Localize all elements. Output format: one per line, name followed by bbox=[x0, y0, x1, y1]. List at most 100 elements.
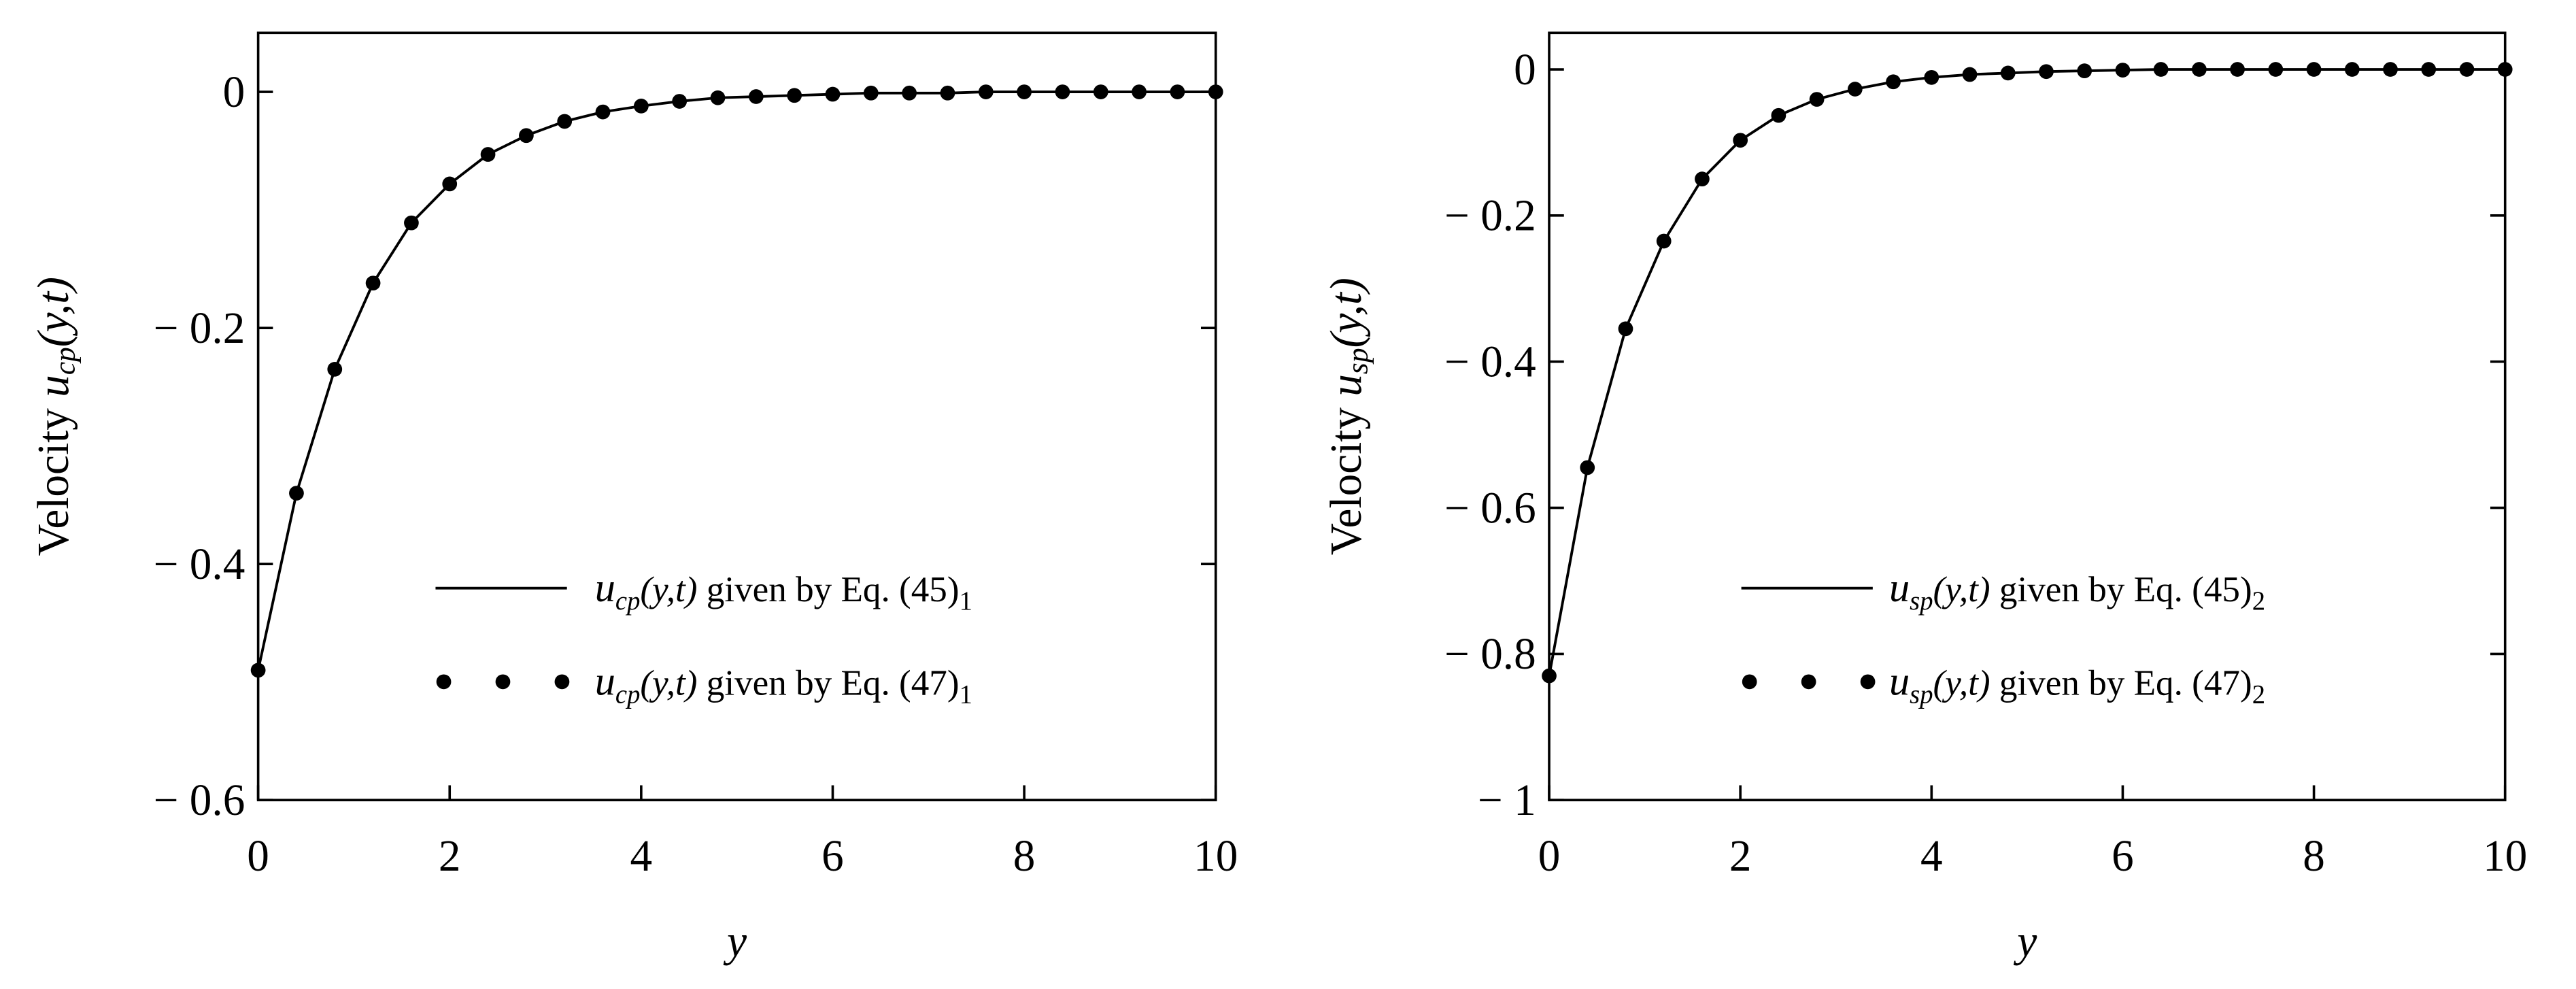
series-dot bbox=[2115, 63, 2131, 78]
legend-eq-sub: 2 bbox=[2252, 587, 2265, 616]
series-dot bbox=[250, 663, 266, 678]
series-dot bbox=[1208, 84, 1223, 99]
y-tick-label: − 0.2 bbox=[154, 304, 245, 353]
legend-sub: cp bbox=[615, 587, 640, 616]
legend-dot bbox=[1860, 674, 1876, 690]
legend-func: u bbox=[595, 659, 615, 705]
legend-args: (y,t) bbox=[1933, 664, 1990, 703]
y-label-args: (y,t) bbox=[1322, 278, 1371, 348]
x-tick-label: 6 bbox=[2112, 832, 2134, 881]
y-tick-label: − 0.2 bbox=[1444, 192, 1536, 241]
x-axis-label: y bbox=[2013, 918, 2037, 967]
series-dot bbox=[710, 90, 726, 105]
legend-args: (y,t) bbox=[640, 664, 697, 703]
y-label-text: Velocity bbox=[29, 408, 78, 556]
series-dot bbox=[1132, 84, 1147, 99]
series-dot bbox=[519, 128, 534, 144]
series-dot bbox=[2077, 63, 2092, 79]
x-tick-label: 8 bbox=[1013, 832, 1036, 881]
x-tick-label: 0 bbox=[1538, 832, 1561, 881]
x-axis-label: y bbox=[723, 918, 747, 967]
legend-dot bbox=[554, 674, 570, 690]
y-label-text: Velocity bbox=[1322, 407, 1371, 556]
y-tick-label: − 0.4 bbox=[1444, 337, 1536, 386]
y-tick-label: − 0.4 bbox=[154, 540, 245, 589]
series-dot bbox=[2268, 62, 2284, 77]
legend-dot bbox=[1801, 674, 1816, 690]
x-tick-label: 2 bbox=[439, 832, 461, 881]
series-dot bbox=[2459, 62, 2475, 77]
x-tick-label: 10 bbox=[1193, 832, 1238, 881]
legend-eq-sub: 2 bbox=[2252, 681, 2265, 709]
y-label-func: u bbox=[29, 375, 78, 397]
series-dot bbox=[557, 114, 573, 129]
plot-frame bbox=[1548, 31, 2507, 802]
legend-sub: sp bbox=[1910, 587, 1933, 616]
legend-entry: ucp(y,t) given by Eq. (45)1 bbox=[595, 565, 972, 616]
series-dot bbox=[2421, 62, 2437, 77]
legend-eq-sub: 1 bbox=[960, 681, 972, 709]
legend-eq-sub: 1 bbox=[960, 587, 972, 616]
legend-text: given by Eq. (45) bbox=[1990, 570, 2252, 609]
series-dot bbox=[327, 361, 343, 377]
series-dot bbox=[2192, 62, 2207, 77]
series-dot bbox=[1093, 84, 1108, 99]
series-dot bbox=[2306, 62, 2322, 77]
x-tick-label: 4 bbox=[1920, 832, 1943, 881]
series-dot bbox=[1924, 69, 1939, 85]
legend-text: given by Eq. (47) bbox=[697, 664, 959, 703]
series-dot bbox=[672, 94, 688, 109]
series-dot bbox=[940, 85, 955, 101]
series-dot bbox=[1886, 74, 1901, 90]
y-axis-label: Velocity usp(y,t) bbox=[1322, 278, 1374, 555]
legend-entry: usp(y,t) given by Eq. (45)2 bbox=[1889, 565, 2265, 616]
series-dot bbox=[2230, 62, 2245, 77]
series-dot bbox=[2039, 64, 2054, 80]
y-tick-label: − 0.6 bbox=[154, 776, 245, 825]
plot-frame bbox=[256, 31, 1217, 802]
series-dot bbox=[2497, 62, 2513, 77]
y-tick-label: − 1 bbox=[1478, 776, 1536, 825]
y-tick-label: 0 bbox=[1514, 46, 1536, 95]
legend-text: given by Eq. (45) bbox=[697, 570, 959, 609]
series-dot bbox=[978, 84, 994, 99]
legend-dot bbox=[436, 674, 452, 690]
legend-func: u bbox=[1889, 659, 1910, 705]
x-tick-label: 6 bbox=[821, 832, 844, 881]
y-label-sub: cp bbox=[48, 347, 81, 375]
series-dot bbox=[1733, 133, 1748, 148]
y-label-sub: sp bbox=[1341, 348, 1374, 374]
x-tick-label: 10 bbox=[2483, 832, 2527, 881]
series-dot bbox=[2383, 62, 2398, 77]
series-dot bbox=[2153, 62, 2169, 77]
series-dot bbox=[825, 86, 841, 102]
legend-dot bbox=[495, 674, 511, 690]
series-dot bbox=[404, 215, 419, 231]
x-tick-label: 0 bbox=[247, 832, 269, 881]
legend-text: given by Eq. (47) bbox=[1990, 664, 2252, 703]
legend-args: (y,t) bbox=[1933, 570, 1990, 609]
series-dot bbox=[2344, 62, 2360, 77]
series-dot bbox=[2000, 65, 2016, 81]
series-dot bbox=[1542, 668, 1557, 684]
series-dot bbox=[902, 85, 917, 101]
y-tick-label: 0 bbox=[223, 68, 245, 117]
series-dot bbox=[365, 275, 381, 291]
series-dot bbox=[480, 147, 496, 162]
series-dot bbox=[1656, 233, 1672, 249]
x-tick-label: 2 bbox=[1729, 832, 1752, 881]
series-dot bbox=[1847, 82, 1863, 97]
series-dot bbox=[1809, 92, 1825, 107]
legend-entry: usp(y,t) given by Eq. (47)2 bbox=[1889, 659, 2265, 709]
legend-func: u bbox=[1889, 565, 1910, 611]
series-dot bbox=[1580, 460, 1595, 475]
series-dot bbox=[1962, 67, 1978, 82]
series-dot bbox=[1618, 321, 1633, 337]
series-dot bbox=[1771, 107, 1786, 123]
series-dot bbox=[863, 85, 879, 101]
series-dot bbox=[442, 176, 458, 192]
series-dot bbox=[748, 89, 764, 104]
y-tick-label: − 0.8 bbox=[1444, 630, 1536, 679]
